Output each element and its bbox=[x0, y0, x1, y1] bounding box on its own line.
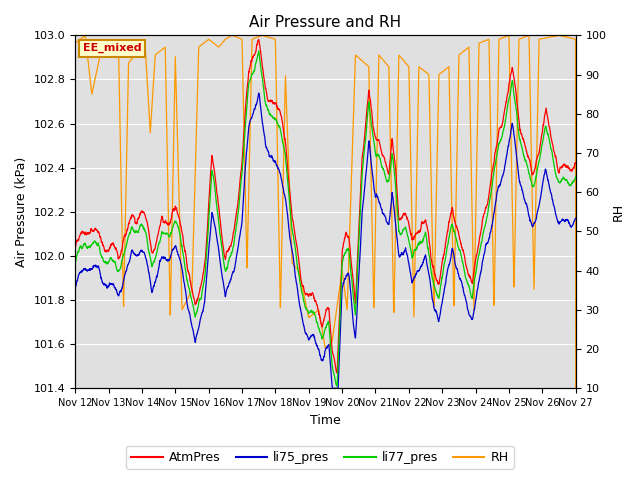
Y-axis label: RH: RH bbox=[612, 203, 625, 221]
AtmPres bbox=[255, 36, 262, 42]
li77_pres bbox=[333, 384, 340, 389]
AtmPres bbox=[333, 370, 341, 376]
AtmPres bbox=[572, 160, 580, 166]
AtmPres bbox=[528, 170, 536, 176]
RH bbox=[527, 156, 535, 162]
li77_pres bbox=[471, 275, 479, 281]
li77_pres bbox=[542, 124, 550, 130]
Title: Air Pressure and RH: Air Pressure and RH bbox=[250, 15, 401, 30]
RH bbox=[351, 88, 358, 94]
li75_pres bbox=[71, 285, 79, 291]
li75_pres bbox=[471, 303, 479, 309]
li77_pres bbox=[528, 182, 536, 188]
X-axis label: Time: Time bbox=[310, 414, 341, 427]
RH bbox=[470, 282, 478, 288]
Line: RH: RH bbox=[75, 36, 576, 388]
Line: li75_pres: li75_pres bbox=[75, 93, 576, 388]
li77_pres bbox=[71, 262, 79, 267]
li75_pres bbox=[329, 385, 337, 391]
li77_pres bbox=[255, 48, 262, 54]
RH bbox=[541, 35, 549, 41]
li75_pres bbox=[211, 222, 219, 228]
AtmPres bbox=[211, 170, 219, 176]
li77_pres bbox=[572, 174, 580, 180]
li77_pres bbox=[340, 252, 348, 258]
Line: AtmPres: AtmPres bbox=[75, 39, 576, 373]
AtmPres bbox=[340, 239, 348, 245]
RH bbox=[572, 385, 580, 391]
AtmPres bbox=[471, 262, 479, 268]
li75_pres bbox=[351, 332, 358, 337]
RH bbox=[340, 278, 348, 284]
Y-axis label: Air Pressure (kPa): Air Pressure (kPa) bbox=[15, 156, 28, 267]
Text: EE_mixed: EE_mixed bbox=[83, 43, 141, 53]
li75_pres bbox=[572, 216, 580, 221]
li75_pres bbox=[255, 90, 262, 96]
Line: li77_pres: li77_pres bbox=[75, 51, 576, 386]
li75_pres bbox=[340, 279, 348, 285]
AtmPres bbox=[542, 106, 550, 112]
li75_pres bbox=[542, 167, 550, 173]
RH bbox=[555, 33, 563, 38]
li77_pres bbox=[211, 184, 219, 190]
li75_pres bbox=[528, 223, 536, 228]
RH bbox=[71, 40, 79, 46]
AtmPres bbox=[351, 294, 358, 300]
Legend: AtmPres, li75_pres, li77_pres, RH: AtmPres, li75_pres, li77_pres, RH bbox=[126, 446, 514, 469]
AtmPres bbox=[71, 246, 79, 252]
li77_pres bbox=[351, 306, 358, 312]
RH bbox=[211, 41, 219, 47]
